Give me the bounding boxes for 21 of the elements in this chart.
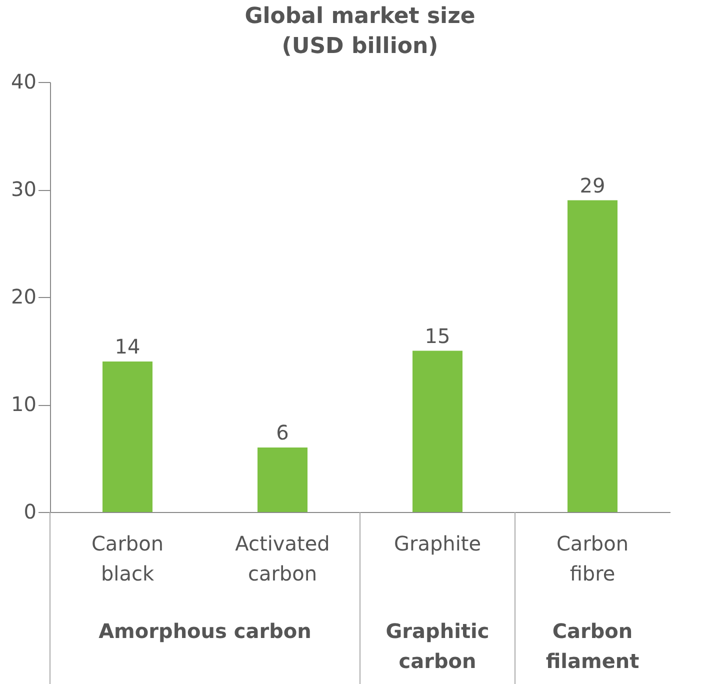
- data-label: 29: [580, 173, 606, 198]
- chart-title: Global market size (USD billion): [244, 4, 476, 59]
- y-tick-label: 10: [11, 392, 36, 416]
- bar: [258, 448, 308, 512]
- text: Amorphous carbon: [98, 619, 312, 643]
- y-tick-label: 30: [11, 177, 36, 201]
- data-label: 15: [424, 324, 450, 348]
- data-label: 14: [114, 334, 140, 358]
- y-tick-label: 20: [11, 284, 36, 308]
- x-tick-label: Carbon black: [91, 532, 164, 586]
- x-tick-label: Graphite: [394, 532, 482, 556]
- bar: [568, 200, 618, 512]
- x-tick-label: Activated carbon: [235, 532, 330, 586]
- y-tick-label: 0: [24, 500, 36, 524]
- y-tick-label: 40: [11, 70, 36, 94]
- text: Carbon filament: [546, 619, 640, 673]
- x-tick-label: Carbon fibre: [556, 532, 629, 586]
- bar: [102, 362, 152, 512]
- text: Graphitic carbon: [386, 619, 490, 673]
- bar: [412, 350, 462, 512]
- data-label: 6: [276, 420, 289, 444]
